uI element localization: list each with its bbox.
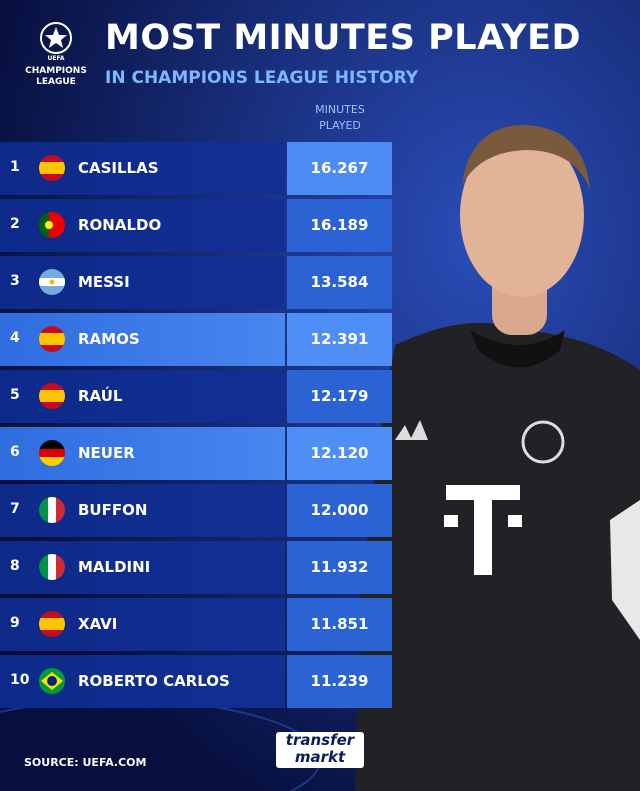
value-cell <box>287 313 392 366</box>
rank: 8 <box>10 558 20 574</box>
rank: 6 <box>10 444 20 460</box>
table-row: 9 XAVI 11.851 <box>0 598 392 651</box>
minutes: 12.120 <box>310 444 369 462</box>
flag-icon <box>39 611 65 637</box>
flag-icon <box>39 554 65 580</box>
player-name: MESSI <box>78 273 130 291</box>
flag-icon <box>39 326 65 352</box>
minutes: 11.851 <box>310 615 369 633</box>
player-name: ROBERTO CARLOS <box>78 672 230 690</box>
brand-top: transfer <box>285 731 355 749</box>
player-name: NEUER <box>78 444 135 462</box>
source: SOURCE: UEFA.COM <box>24 756 147 769</box>
flag-icon <box>39 668 65 694</box>
value-cell <box>287 256 392 309</box>
brand-logo: transfer markt <box>276 732 364 768</box>
flag <box>39 155 65 185</box>
minutes: 12.179 <box>310 387 369 405</box>
table-row: 8 MALDINI 11.932 <box>0 541 392 594</box>
logo-line2: LEAGUE <box>36 77 76 87</box>
champions-league-ball <box>40 22 72 54</box>
flag <box>39 611 65 641</box>
rank: 4 <box>10 330 20 346</box>
table-row: 6 NEUER 12.120 <box>0 427 392 480</box>
table-row: 10 ROBERTO CARLOS 11.239 <box>0 655 392 708</box>
player-name: CASILLAS <box>78 159 159 177</box>
rank: 1 <box>10 159 20 175</box>
minutes: 11.239 <box>310 672 369 690</box>
flag <box>39 440 65 470</box>
flag <box>39 212 65 242</box>
subtitle: IN CHAMPIONS LEAGUE HISTORY <box>105 68 419 88</box>
minutes: 12.000 <box>310 501 369 519</box>
player-photo <box>355 125 640 791</box>
value-cell <box>287 598 392 651</box>
value-cell <box>287 484 392 537</box>
table-row: 3 MESSI 13.584 <box>0 256 392 309</box>
rank: 3 <box>10 273 20 289</box>
table-row: 2 RONALDO 16.189 <box>0 199 392 252</box>
player-name: RAMOS <box>78 330 140 348</box>
flag <box>39 326 65 356</box>
flag <box>39 668 65 698</box>
rank: 5 <box>10 387 20 403</box>
value-cell <box>287 655 392 708</box>
brand-bottom: markt <box>294 748 346 766</box>
value-cell <box>287 199 392 252</box>
minutes: 13.584 <box>310 273 369 291</box>
value-cell <box>287 427 392 480</box>
flag <box>39 383 65 413</box>
column-header: MINUTES PLAYED <box>315 103 365 132</box>
value-cell <box>287 541 392 594</box>
table-row: 1 CASILLAS 16.267 <box>0 142 392 195</box>
value-cell <box>287 370 392 423</box>
table-row: 4 RAMOS 12.391 <box>0 313 392 366</box>
player-name: RAÚL <box>78 387 123 405</box>
player-name: MALDINI <box>78 558 151 576</box>
flag <box>39 497 65 527</box>
table-row: 5 RAÚL 12.179 <box>0 370 392 423</box>
rank: 2 <box>10 216 20 232</box>
flag-icon <box>39 440 65 466</box>
minutes: 16.189 <box>310 216 369 234</box>
logo-line1: CHAMPIONS <box>25 66 87 76</box>
rank: 9 <box>10 615 20 631</box>
minutes: 12.391 <box>310 330 369 348</box>
flag <box>39 269 65 299</box>
logo-uefa: UEFA <box>47 55 65 62</box>
flag-icon <box>39 155 65 181</box>
minutes: 11.932 <box>310 558 369 576</box>
flag-icon <box>39 212 65 238</box>
rank: 10 <box>10 672 30 688</box>
player-name: BUFFON <box>78 501 148 519</box>
table-row: 7 BUFFON 12.000 <box>0 484 392 537</box>
minutes: 16.267 <box>310 159 369 177</box>
rank: 7 <box>10 501 20 517</box>
player-name: XAVI <box>78 615 118 633</box>
player-name: RONALDO <box>78 216 162 234</box>
flag-icon <box>39 269 65 295</box>
flag <box>39 554 65 584</box>
flag-icon <box>39 383 65 409</box>
value-cell <box>287 142 392 195</box>
title: MOST MINUTES PLAYED <box>105 18 582 58</box>
flag-icon <box>39 497 65 523</box>
